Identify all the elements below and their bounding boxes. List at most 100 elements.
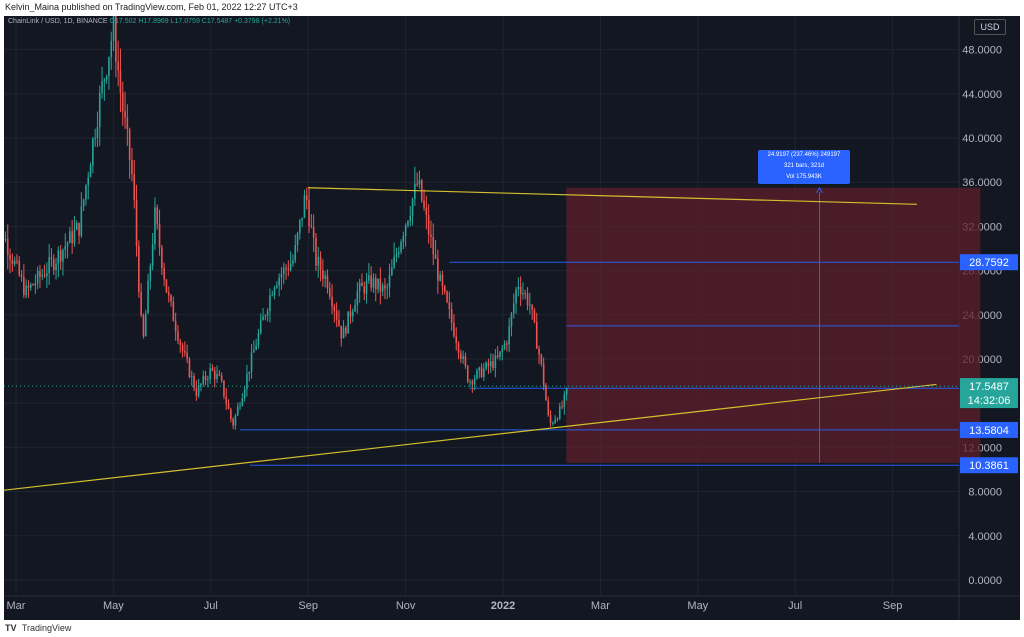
candle-body [225, 396, 228, 404]
x-tick-label: Sep [298, 600, 318, 612]
candle-body [501, 348, 504, 352]
chart-canvas[interactable]: 0.00004.00008.000012.000016.000020.00002… [4, 16, 1020, 620]
candle-body [310, 226, 313, 228]
candle-body [471, 381, 474, 385]
candle-body [503, 343, 506, 349]
candle-body [75, 222, 78, 230]
candle-body [427, 214, 430, 235]
candle-body [483, 368, 485, 377]
candle-body [446, 291, 448, 302]
candle-body [98, 92, 101, 127]
candle-body [351, 311, 354, 317]
candle-body [423, 200, 425, 208]
chart-legend: ChainLink / USD, 1D, BINANCE O17.502 H17… [8, 18, 290, 25]
candle-body [246, 373, 248, 390]
candle-body [48, 257, 50, 274]
candle-body [289, 263, 292, 271]
candle-body [315, 237, 317, 266]
candle-body [432, 236, 435, 255]
candle-body [115, 16, 117, 62]
candle-body [345, 327, 347, 334]
candle-body [522, 293, 524, 295]
candle-body [34, 283, 37, 286]
countdown-label: 14:32:06 [968, 395, 1011, 407]
y-tick-label: 48.0000 [962, 45, 1002, 57]
candle-body [384, 285, 386, 289]
candle-body [308, 200, 310, 227]
candle-body [20, 275, 23, 277]
candle-body [487, 362, 490, 367]
price-badge [960, 254, 1018, 271]
y-tick-label: 8.0000 [968, 487, 1002, 499]
candle-body [363, 285, 366, 294]
candle-body [515, 289, 517, 304]
candle-body [117, 61, 119, 71]
candle-body [416, 183, 418, 185]
candle-body [404, 224, 407, 236]
candle-body [372, 277, 375, 288]
candle-body [508, 326, 510, 345]
y-tick-label: 44.0000 [962, 89, 1002, 101]
candle-body [112, 16, 115, 41]
candle-body [529, 304, 531, 306]
candle-body [282, 267, 285, 275]
candle-body [273, 287, 276, 296]
candle-body [220, 375, 223, 381]
candle-body [464, 356, 467, 366]
trendline-upper [308, 187, 917, 205]
x-tick-label: May [103, 600, 124, 612]
candle-body [36, 270, 39, 284]
candle-body [441, 274, 444, 287]
candle-body [312, 227, 315, 238]
candle-body [43, 274, 46, 277]
candle-body [563, 394, 566, 408]
candle-body [239, 405, 241, 407]
candle-body [82, 199, 85, 207]
candle-body [506, 343, 508, 345]
candle-body [462, 356, 464, 359]
legend-symbol: ChainLink / USD, 1D, BINANCE [8, 18, 108, 25]
candle-body [119, 70, 122, 93]
candle-body [335, 311, 338, 320]
chart-area[interactable]: 0.00004.00008.000012.000016.000020.00002… [4, 16, 1020, 620]
candle-body [322, 270, 324, 279]
candle-body [448, 301, 451, 310]
candle-body [16, 260, 18, 262]
candle-body [425, 207, 428, 215]
candle-body [494, 355, 497, 369]
candle-body [489, 361, 492, 367]
candle-body [333, 306, 336, 312]
candle-body [517, 286, 520, 290]
candle-body [223, 380, 225, 397]
candle-body [253, 349, 255, 353]
candle-body [397, 251, 400, 255]
candle-body [547, 400, 550, 416]
measure-line-3: Vol 175.943K [786, 174, 822, 180]
candle-body [41, 274, 44, 277]
candle-body [103, 79, 106, 82]
candle-body [230, 409, 232, 419]
last-price-badge [960, 378, 1018, 409]
candle-body [533, 309, 536, 323]
candle-body [402, 235, 405, 242]
candle-body [190, 376, 193, 378]
candle-body [386, 287, 389, 289]
price-badge-label: 13.5804 [969, 425, 1009, 437]
candle-body [46, 273, 48, 277]
candle-body [179, 341, 182, 346]
candle-body [278, 277, 280, 286]
x-tick-label: Mar [7, 600, 26, 612]
candle-body [319, 256, 322, 271]
y-tick-label: 40.0000 [962, 133, 1002, 145]
candle-body [163, 268, 165, 280]
price-badge [960, 421, 1018, 438]
candle-body [395, 254, 398, 257]
candle-body [437, 258, 439, 281]
candle-body [236, 406, 239, 416]
currency-button[interactable]: USD [974, 19, 1006, 35]
candle-body [526, 293, 529, 306]
candle-body [144, 313, 147, 337]
candle-body [193, 376, 195, 389]
trendline-lower [4, 383, 937, 491]
candle-body [457, 343, 460, 353]
